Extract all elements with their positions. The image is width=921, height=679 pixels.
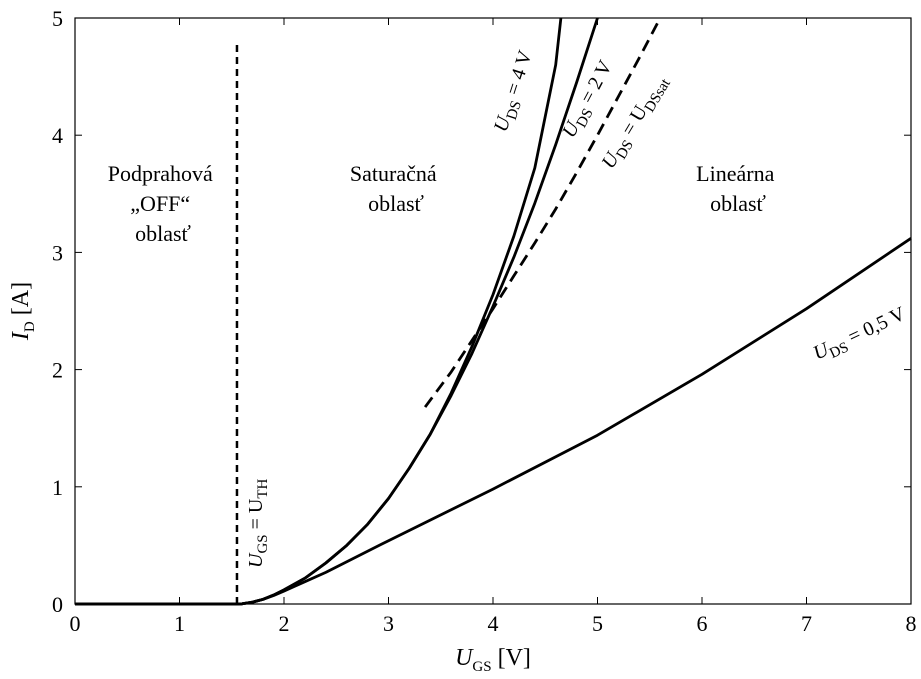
curve-label-uds4: UDS = 4 V bbox=[490, 47, 541, 135]
y-tick-label: 3 bbox=[52, 240, 63, 265]
x-tick-labels: 0 1 2 3 4 5 6 7 8 bbox=[70, 611, 917, 636]
y-tick-label: 0 bbox=[52, 592, 63, 617]
x-axis-label: UGS [V] bbox=[455, 645, 531, 675]
y-tick-label: 4 bbox=[52, 123, 63, 148]
x-tick-label: 1 bbox=[174, 611, 185, 636]
curve-label-uds2: UDS = 2 V bbox=[558, 56, 621, 143]
y-axis-label: ID [A] bbox=[8, 282, 38, 341]
y-tick-label: 2 bbox=[52, 358, 63, 383]
x-tick-label: 6 bbox=[697, 611, 708, 636]
x-tick-label: 7 bbox=[801, 611, 812, 636]
x-tick-label: 5 bbox=[592, 611, 603, 636]
y-tick-labels: 0 1 2 3 4 5 bbox=[52, 6, 63, 617]
x-tick-label: 0 bbox=[70, 611, 81, 636]
series-layer bbox=[75, 17, 912, 606]
series-line-uds4 bbox=[75, 17, 563, 606]
region-sat-label: Saturačná oblasť bbox=[350, 161, 442, 216]
series-line-udssat bbox=[423, 17, 662, 408]
region-lin-label: Lineárna oblasť bbox=[696, 161, 780, 216]
x-tick-label: 3 bbox=[383, 611, 394, 636]
x-tick-label: 8 bbox=[906, 611, 917, 636]
region-off-label: Podprahová „OFF“ oblasť bbox=[108, 161, 219, 246]
curve-label-uds05: UDS = 0,5 V bbox=[810, 303, 911, 369]
x-tick-label: 2 bbox=[279, 611, 290, 636]
x-tick-label: 4 bbox=[488, 611, 499, 636]
curve-label-udssat: UDS = UDSsat bbox=[597, 70, 674, 174]
series-line-uds05 bbox=[75, 237, 912, 606]
threshold-label: UGS = UTH bbox=[245, 478, 271, 568]
y-tick-label: 5 bbox=[52, 6, 63, 31]
y-tick-label: 1 bbox=[52, 475, 63, 500]
